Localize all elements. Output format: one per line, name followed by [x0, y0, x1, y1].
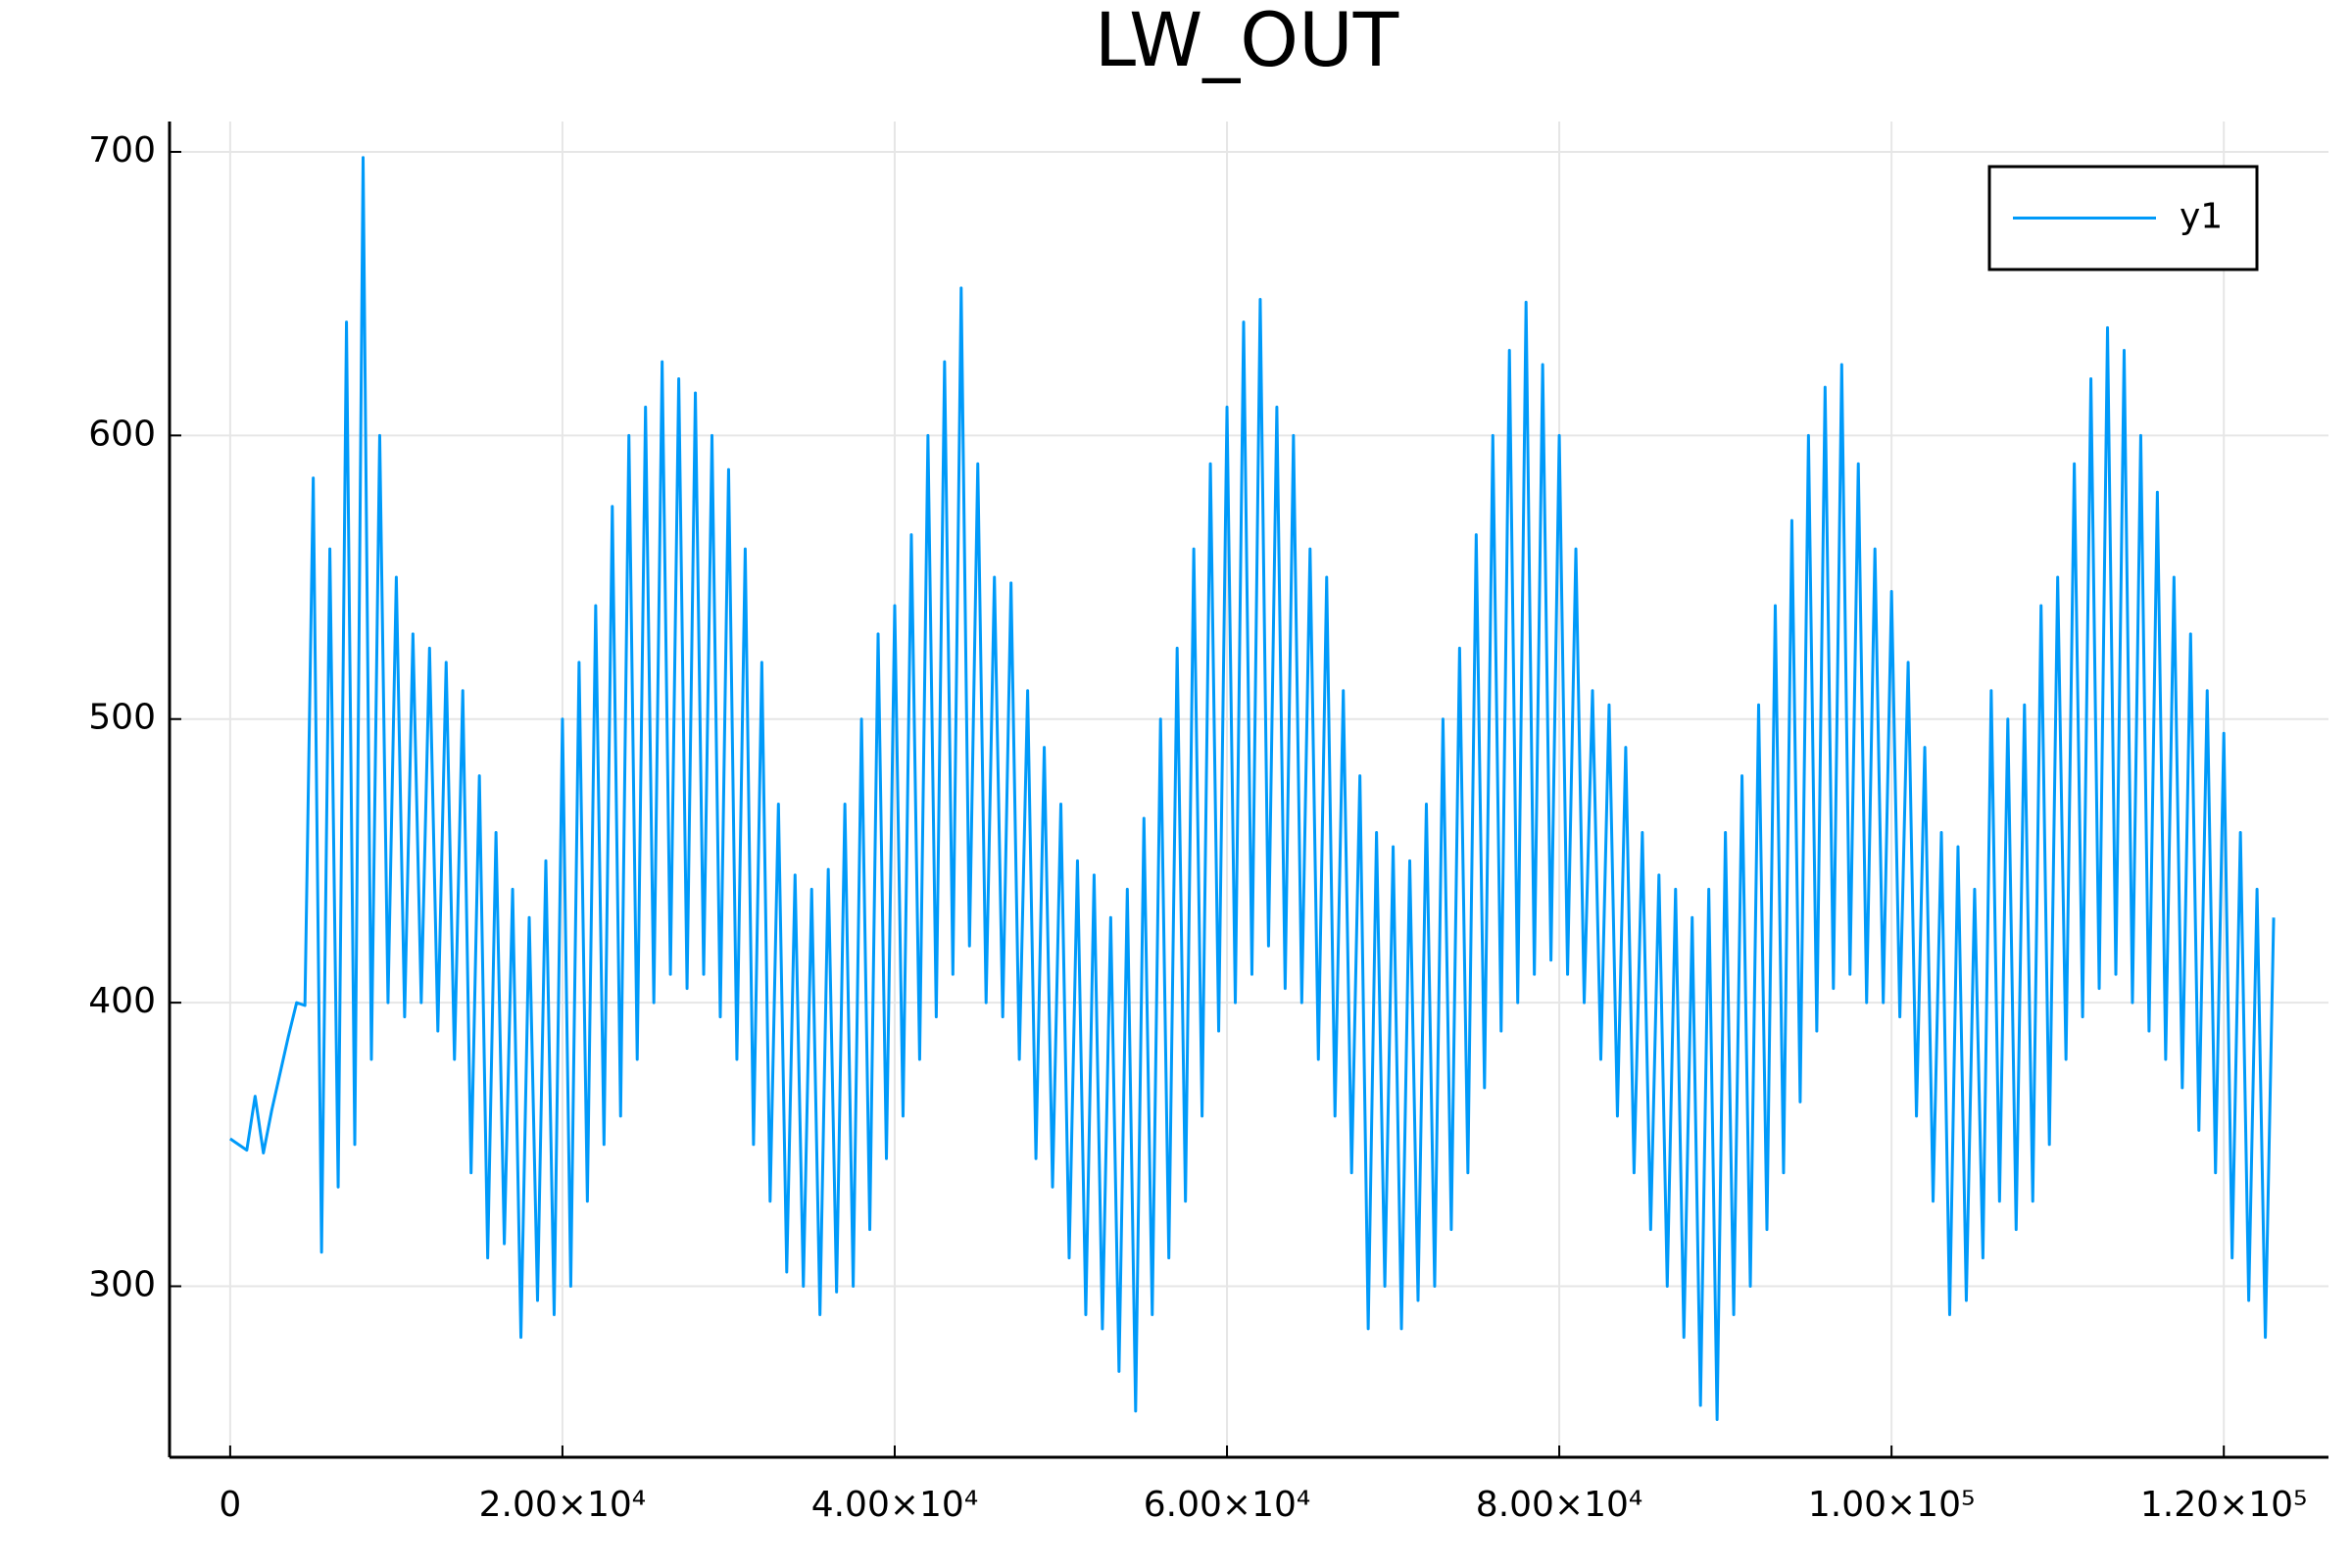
- x-tick-label: 1.20×10⁵: [2140, 1485, 2308, 1525]
- chart-title: LW_OUT: [1095, 0, 1399, 83]
- y-tick-label: 400: [88, 981, 156, 1021]
- x-tick-label: 6.00×10⁴: [1144, 1485, 1311, 1525]
- x-tick-label: 8.00×10⁴: [1476, 1485, 1643, 1525]
- legend: y1: [1987, 165, 2259, 271]
- data-line: [229, 156, 2276, 1422]
- x-tick-label: 1.00×10⁵: [1808, 1485, 1976, 1525]
- x-tick-label: 4.00×10⁴: [811, 1485, 979, 1525]
- legend-label: y1: [2180, 197, 2223, 237]
- y-tick-label: 700: [88, 130, 156, 171]
- y-tick-label: 500: [88, 698, 156, 738]
- x-tick-label: 2.00×10⁴: [479, 1485, 647, 1525]
- x-tick-label: 0: [219, 1485, 241, 1525]
- y-tick-label: 300: [88, 1265, 156, 1305]
- y-tick-label: 600: [88, 414, 156, 454]
